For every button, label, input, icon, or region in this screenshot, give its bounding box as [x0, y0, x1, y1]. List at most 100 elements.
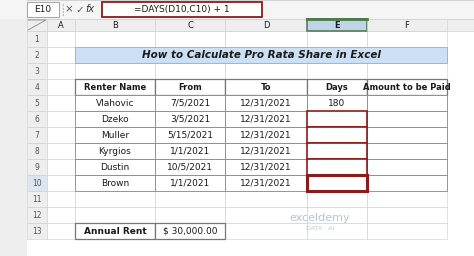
Bar — [75, 175, 155, 191]
Bar — [155, 223, 225, 239]
Bar — [367, 207, 447, 223]
Text: 365: 365 — [328, 146, 346, 155]
Bar — [27, 207, 47, 223]
Bar — [155, 79, 225, 95]
Text: 11: 11 — [32, 195, 42, 204]
Bar — [225, 175, 307, 191]
Bar — [307, 159, 367, 175]
Text: A: A — [58, 20, 64, 29]
Bar — [155, 191, 225, 207]
Text: 12: 12 — [32, 210, 42, 219]
Bar — [307, 111, 367, 127]
Text: ✓: ✓ — [76, 5, 84, 15]
Text: 5: 5 — [35, 99, 39, 108]
Text: 365: 365 — [328, 178, 346, 187]
Text: fx: fx — [85, 5, 94, 15]
Bar — [155, 159, 225, 175]
Text: 2: 2 — [35, 50, 39, 59]
Text: 6: 6 — [35, 114, 39, 123]
Text: 7/5/2021: 7/5/2021 — [170, 99, 210, 108]
Bar — [155, 19, 225, 31]
Bar — [27, 127, 47, 143]
Bar — [225, 159, 307, 175]
Text: $ 30,000.00: $ 30,000.00 — [163, 227, 217, 236]
Bar — [47, 47, 75, 63]
Text: 88: 88 — [331, 163, 343, 172]
Bar — [367, 175, 447, 191]
Bar — [225, 95, 307, 111]
Bar — [27, 47, 47, 63]
Bar — [225, 143, 307, 159]
Bar — [47, 207, 75, 223]
Bar — [155, 31, 225, 47]
Bar — [75, 127, 155, 143]
Bar — [225, 159, 307, 175]
Bar — [225, 223, 307, 239]
Bar — [75, 223, 155, 239]
Bar — [367, 63, 447, 79]
Bar — [155, 111, 225, 127]
Bar — [27, 63, 47, 79]
Text: 7: 7 — [35, 131, 39, 140]
Bar — [75, 143, 155, 159]
Text: 1/1/2021: 1/1/2021 — [170, 178, 210, 187]
Bar — [307, 19, 367, 31]
Bar — [307, 127, 367, 143]
Text: 12/31/2021: 12/31/2021 — [240, 114, 292, 123]
Bar — [75, 47, 155, 63]
Text: 5/15/2021: 5/15/2021 — [167, 131, 213, 140]
Bar — [225, 47, 307, 63]
Bar — [75, 19, 155, 31]
Bar — [155, 79, 225, 95]
Bar — [27, 191, 47, 207]
Text: How to Calculate Pro Rata Share in Excel: How to Calculate Pro Rata Share in Excel — [142, 50, 381, 60]
Text: 231: 231 — [328, 131, 346, 140]
Bar — [307, 175, 367, 191]
Bar — [367, 47, 447, 63]
Text: ×: × — [64, 5, 73, 15]
Bar — [367, 79, 447, 95]
Bar — [75, 159, 155, 175]
Text: 12/31/2021: 12/31/2021 — [240, 146, 292, 155]
Bar — [0, 0, 27, 19]
Bar — [307, 223, 367, 239]
Bar — [75, 111, 155, 127]
Bar — [75, 79, 155, 95]
Bar — [47, 63, 75, 79]
Text: To: To — [261, 82, 271, 91]
Bar — [307, 191, 367, 207]
Bar — [367, 159, 447, 175]
Text: 12/31/2021: 12/31/2021 — [240, 178, 292, 187]
Text: 9: 9 — [35, 163, 39, 172]
Bar — [307, 63, 367, 79]
Bar — [225, 79, 307, 95]
Bar — [27, 223, 47, 239]
Bar — [225, 191, 307, 207]
Text: 12/31/2021: 12/31/2021 — [240, 163, 292, 172]
Text: 10/5/2021: 10/5/2021 — [167, 163, 213, 172]
Bar — [47, 143, 75, 159]
Bar — [307, 127, 367, 143]
Bar — [0, 19, 474, 31]
Text: Brown: Brown — [101, 178, 129, 187]
Text: 3/5/2021: 3/5/2021 — [170, 114, 210, 123]
Bar — [155, 143, 225, 159]
Bar — [225, 79, 307, 95]
Bar — [225, 19, 307, 31]
Text: 1: 1 — [35, 35, 39, 44]
Bar — [47, 127, 75, 143]
Bar — [75, 207, 155, 223]
Bar — [27, 95, 47, 111]
Bar — [75, 47, 447, 63]
Text: 12/31/2021: 12/31/2021 — [240, 99, 292, 108]
Bar — [225, 63, 307, 79]
Text: 8: 8 — [35, 146, 39, 155]
Bar — [367, 111, 447, 127]
Bar — [75, 95, 155, 111]
Bar — [225, 31, 307, 47]
Text: Vlahovic: Vlahovic — [96, 99, 134, 108]
Bar — [307, 143, 367, 159]
Bar — [155, 63, 225, 79]
Bar — [27, 159, 47, 175]
Bar — [0, 19, 27, 256]
